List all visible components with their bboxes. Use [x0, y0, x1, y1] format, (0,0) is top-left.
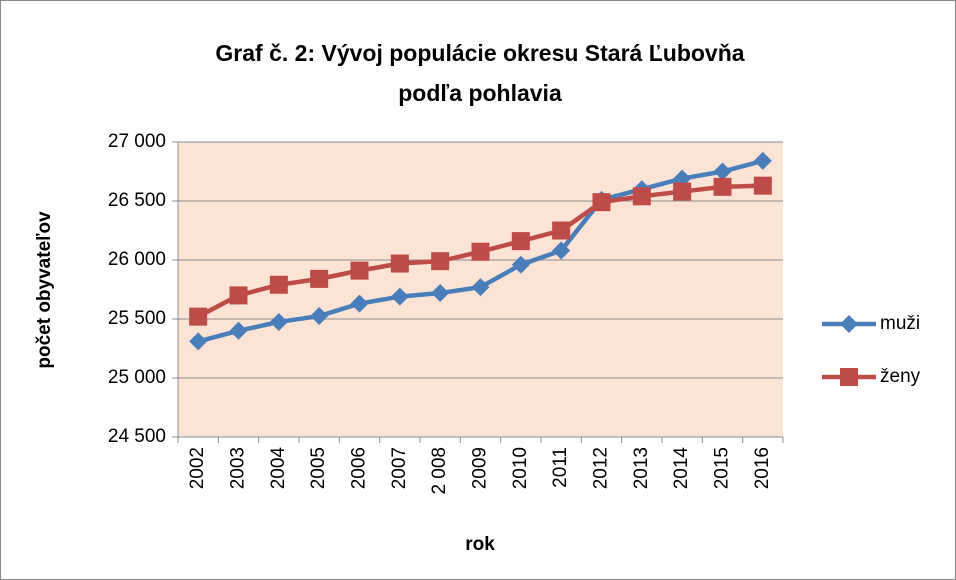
legend-label: ženy: [880, 366, 921, 387]
x-tick-label: 2003: [228, 447, 249, 489]
x-tick-label: 2016: [752, 447, 773, 489]
data-point: [390, 287, 409, 306]
data-point: [189, 332, 208, 351]
y-tick-label: 25 500: [108, 308, 166, 329]
x-tick-label: 2007: [389, 447, 410, 489]
data-point: [310, 269, 329, 288]
x-tick-label: 2011: [550, 447, 571, 488]
data-point: [511, 255, 530, 274]
data-point: [753, 151, 772, 170]
chart-title: podľa pohlavia: [398, 80, 562, 106]
data-point: [673, 182, 692, 201]
data-point: [431, 284, 450, 303]
data-point: [229, 321, 248, 340]
data-point: [350, 261, 369, 280]
data-point: [310, 307, 329, 326]
data-point: [350, 294, 369, 313]
y-tick-label: 26 500: [108, 190, 166, 211]
x-tick-label: 2004: [268, 447, 289, 490]
data-point: [511, 232, 530, 251]
data-point: [390, 254, 409, 273]
x-tick-label: 2012: [591, 447, 612, 489]
y-tick-label: 25 000: [108, 367, 166, 388]
y-axis-title: počet obyvateľov: [34, 211, 55, 369]
legend-label: muži: [880, 313, 920, 334]
data-point: [713, 162, 732, 181]
y-tick-label: 26 000: [108, 249, 166, 270]
data-point: [189, 307, 208, 326]
data-point: [632, 187, 651, 206]
x-tick-label: 2014: [671, 447, 692, 490]
data-point: [592, 193, 611, 212]
y-tick-label: 27 000: [108, 131, 166, 152]
legend-marker: [840, 315, 858, 333]
data-point: [229, 286, 248, 305]
legend-marker: [840, 368, 858, 386]
data-point: [552, 221, 571, 240]
x-tick-label: 2013: [631, 447, 652, 489]
x-tick-label: 2006: [349, 447, 370, 489]
x-tick-label: 2009: [470, 447, 491, 489]
x-tick-label: 2015: [712, 447, 733, 489]
data-point: [471, 278, 490, 297]
data-point: [713, 177, 732, 196]
x-tick-label: 2010: [510, 447, 531, 489]
data-point: [471, 242, 490, 261]
data-point: [552, 241, 571, 260]
x-tick-label: 2002: [187, 447, 208, 489]
x-axis-title: rok: [465, 534, 495, 555]
x-tick-label: 2005: [308, 447, 329, 489]
data-point: [431, 252, 450, 271]
data-point: [753, 176, 772, 195]
chart-title: Graf č. 2: Vývoj populácie okresu Stará …: [215, 40, 744, 66]
data-point: [269, 312, 288, 331]
x-tick-label: 2 008: [429, 447, 450, 495]
y-tick-label: 24 500: [108, 426, 166, 447]
data-point: [269, 275, 288, 294]
